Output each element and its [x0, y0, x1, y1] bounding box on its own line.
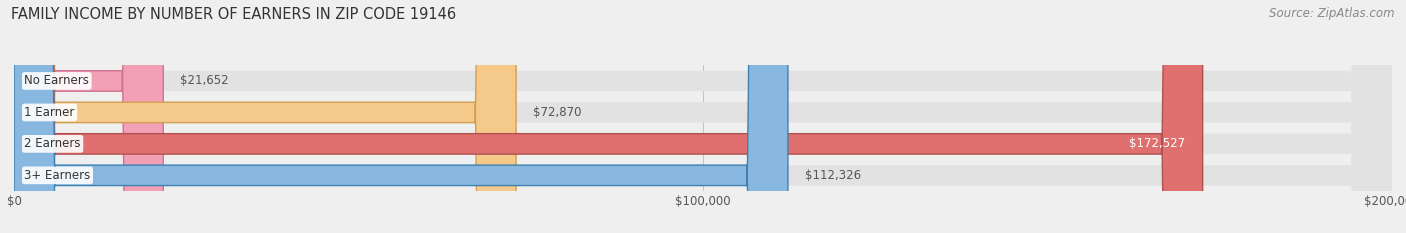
Text: $172,527: $172,527	[1129, 137, 1185, 150]
FancyBboxPatch shape	[14, 0, 516, 233]
FancyBboxPatch shape	[14, 0, 1392, 233]
Text: 2 Earners: 2 Earners	[24, 137, 82, 150]
FancyBboxPatch shape	[14, 0, 163, 233]
Text: $72,870: $72,870	[533, 106, 582, 119]
Text: 3+ Earners: 3+ Earners	[24, 169, 90, 182]
Text: $112,326: $112,326	[806, 169, 862, 182]
Text: Source: ZipAtlas.com: Source: ZipAtlas.com	[1270, 7, 1395, 20]
FancyBboxPatch shape	[14, 0, 1202, 233]
Text: FAMILY INCOME BY NUMBER OF EARNERS IN ZIP CODE 19146: FAMILY INCOME BY NUMBER OF EARNERS IN ZI…	[11, 7, 457, 22]
FancyBboxPatch shape	[14, 0, 787, 233]
Text: No Earners: No Earners	[24, 75, 89, 87]
Text: $21,652: $21,652	[180, 75, 229, 87]
Text: 1 Earner: 1 Earner	[24, 106, 75, 119]
FancyBboxPatch shape	[14, 0, 1392, 233]
FancyBboxPatch shape	[14, 0, 1392, 233]
FancyBboxPatch shape	[14, 0, 1392, 233]
